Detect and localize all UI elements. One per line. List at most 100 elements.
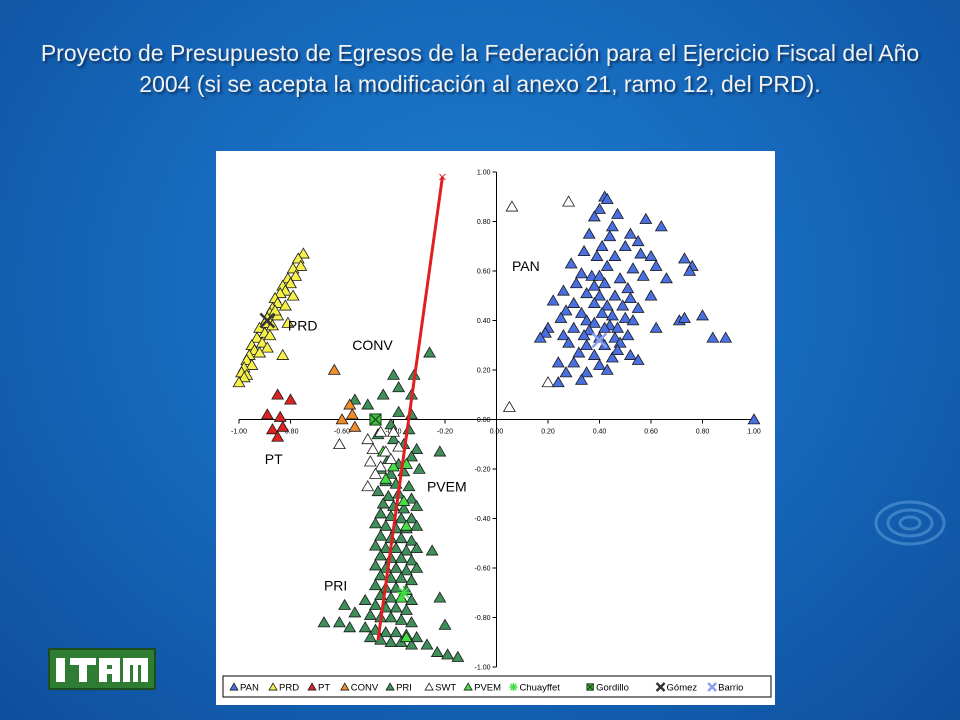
x-tick-label: -0.60 <box>334 429 350 436</box>
point-pan <box>659 272 673 284</box>
point-pri <box>361 398 375 410</box>
point-prd <box>289 269 303 281</box>
y-tick-label: 0.20 <box>477 368 491 375</box>
point-pan <box>639 212 653 224</box>
legend-label-swt: SWT <box>435 683 456 694</box>
point-pan <box>623 291 637 304</box>
point-pan <box>593 289 606 301</box>
point-pri <box>405 512 418 524</box>
point-pan <box>696 309 709 321</box>
point-pvem <box>397 494 411 506</box>
legend-item-pt: PT <box>307 682 330 694</box>
point-prd <box>286 289 300 301</box>
point-pvem <box>379 472 393 484</box>
annotation-conv: CONV <box>352 337 393 353</box>
point-pri <box>371 484 385 497</box>
point-pan <box>577 244 591 256</box>
point-pri <box>405 593 418 605</box>
point-pan <box>580 338 594 351</box>
point-pan <box>593 202 606 214</box>
point-pan <box>580 314 594 326</box>
legend-item-pan: PAN <box>229 682 259 694</box>
point-swt <box>361 433 375 445</box>
legend-label-pt: PT <box>318 683 330 694</box>
point-pri <box>392 381 406 393</box>
x-tick-label: 0.00 <box>490 429 504 436</box>
point-pan <box>582 324 596 336</box>
legend-item-swt: SWT <box>424 682 456 694</box>
point-pri <box>389 561 403 573</box>
annotation-pan: PAN <box>512 258 540 274</box>
point-pri <box>451 650 465 662</box>
point-pan <box>533 331 547 343</box>
point-pri <box>387 368 400 380</box>
point-pan <box>556 284 570 296</box>
chart-legend: PAN PRD PT CONV PRI SWT PVEM Chuayffet Gordillo G… <box>222 675 772 698</box>
point-pri <box>369 539 382 551</box>
series-swt <box>332 195 576 492</box>
point-pri <box>425 544 439 556</box>
point-pri <box>410 442 424 454</box>
point-pan <box>546 294 560 306</box>
point-pri <box>405 492 418 504</box>
point-barrio <box>591 332 608 349</box>
point-pan <box>611 343 624 355</box>
point-pri <box>410 499 424 511</box>
series-pan <box>533 190 761 425</box>
point-pan <box>678 311 691 323</box>
point-pri <box>410 519 424 531</box>
point-conv <box>345 408 359 420</box>
point-prd <box>253 321 267 333</box>
series-barrio <box>591 332 608 349</box>
legend-marker-swt <box>424 682 434 691</box>
point-pan <box>582 227 596 239</box>
point-swt <box>361 480 375 492</box>
point-swt <box>392 440 406 452</box>
series-conv <box>327 363 362 432</box>
point-pan <box>623 227 637 239</box>
legend-item-chuayffet: Chuayffet <box>509 683 560 694</box>
point-prd <box>253 346 267 358</box>
point-pan <box>611 207 624 219</box>
y-tick-label: -0.40 <box>475 516 491 523</box>
x-tick-label: 0.20 <box>541 429 555 436</box>
point-swt <box>332 437 346 450</box>
point-pan <box>611 321 624 333</box>
point-pt <box>271 430 285 442</box>
point-pan <box>569 277 583 289</box>
legend-label-barrio: Barrio <box>718 683 743 694</box>
point-prd <box>278 299 292 311</box>
point-pri <box>394 551 408 563</box>
point-pri <box>392 405 406 417</box>
point-pri <box>410 541 424 553</box>
legend-item-gomez: Gómez <box>655 682 697 694</box>
legend-label-conv: CONV <box>351 683 379 694</box>
legend-marker-gordillo <box>586 683 594 691</box>
point-pri <box>420 638 434 650</box>
legend-item-pvem: PVEM <box>463 682 501 694</box>
point-pri <box>384 635 398 648</box>
point-pan <box>649 259 663 271</box>
point-pri <box>410 631 424 643</box>
legend-marker-pri <box>385 682 395 691</box>
x-tick-label: -1.00 <box>231 429 247 436</box>
point-pri <box>441 648 455 660</box>
point-conv <box>343 398 357 410</box>
point-pri <box>363 608 377 620</box>
legend-item-pri: PRI <box>385 682 412 694</box>
x-tick-label: -0.80 <box>283 429 299 436</box>
series-pt <box>260 388 297 442</box>
point-pri <box>348 606 362 618</box>
point-pan <box>644 289 658 301</box>
point-pri <box>430 645 444 657</box>
legend-item-barrio: Barrio <box>707 682 743 694</box>
legend-label-pri: PRI <box>396 683 412 694</box>
point-pan <box>585 269 599 281</box>
legend-marker-pvem <box>463 682 473 691</box>
point-pri <box>433 591 447 603</box>
point-pri <box>405 534 418 546</box>
point-pri <box>394 532 408 544</box>
legend-marker-chuayffet <box>509 683 518 691</box>
point-swt <box>379 445 393 457</box>
point-swt <box>384 452 398 464</box>
